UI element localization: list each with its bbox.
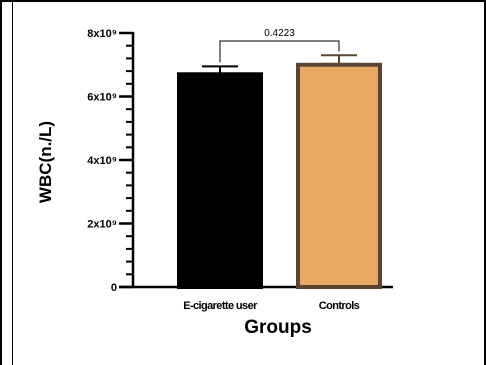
significance-line (219, 40, 340, 63)
y-tick-label: 8x10⁹ (87, 28, 117, 40)
labels: E-cigarette user Controls (183, 300, 360, 312)
category-label: Controls (319, 300, 360, 312)
category-label: E-cigarette user (183, 300, 258, 312)
bar (296, 62, 382, 289)
y-tick-label: 4x10⁹ (87, 155, 117, 167)
y-axis-title: WBC(n./L) (36, 121, 55, 203)
significance-bracket (219, 40, 340, 63)
y-axis: 0 2x10⁹ 4x10⁹ 6x10⁹ 8x10⁹ (87, 28, 135, 294)
significance-label: 0.4223 (264, 28, 295, 39)
bars (177, 40, 382, 290)
figure-frame-line (12, 2, 13, 365)
y-tick-label: 6x10⁹ (87, 92, 117, 104)
bar (177, 72, 263, 290)
y-tick-label: 0 (111, 282, 117, 294)
y-tick-label: 2x10⁹ (87, 219, 117, 231)
x-axis-title: Groups (244, 317, 312, 338)
